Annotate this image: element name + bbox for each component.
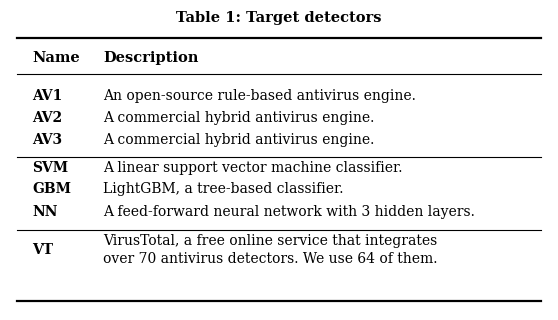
Text: NN: NN <box>32 205 58 219</box>
Text: Name: Name <box>32 51 80 65</box>
Text: AV2: AV2 <box>32 111 62 125</box>
Text: SVM: SVM <box>32 161 69 175</box>
Text: A linear support vector machine classifier.: A linear support vector machine classifi… <box>103 161 403 175</box>
Text: VirusTotal, a free online service that integrates
over 70 antivirus detectors. W: VirusTotal, a free online service that i… <box>103 234 437 267</box>
Text: Description: Description <box>103 51 199 65</box>
Text: LightGBM, a tree-based classifier.: LightGBM, a tree-based classifier. <box>103 182 344 196</box>
Text: AV3: AV3 <box>32 132 62 147</box>
Text: AV1: AV1 <box>32 89 62 103</box>
Text: A commercial hybrid antivirus engine.: A commercial hybrid antivirus engine. <box>103 111 374 125</box>
Text: GBM: GBM <box>32 182 71 196</box>
Text: VT: VT <box>32 243 54 257</box>
Text: An open-source rule-based antivirus engine.: An open-source rule-based antivirus engi… <box>103 89 416 103</box>
Text: A commercial hybrid antivirus engine.: A commercial hybrid antivirus engine. <box>103 132 374 147</box>
Text: A feed-forward neural network with 3 hidden layers.: A feed-forward neural network with 3 hid… <box>103 205 475 219</box>
Text: Table 1: Target detectors: Table 1: Target detectors <box>176 11 382 25</box>
